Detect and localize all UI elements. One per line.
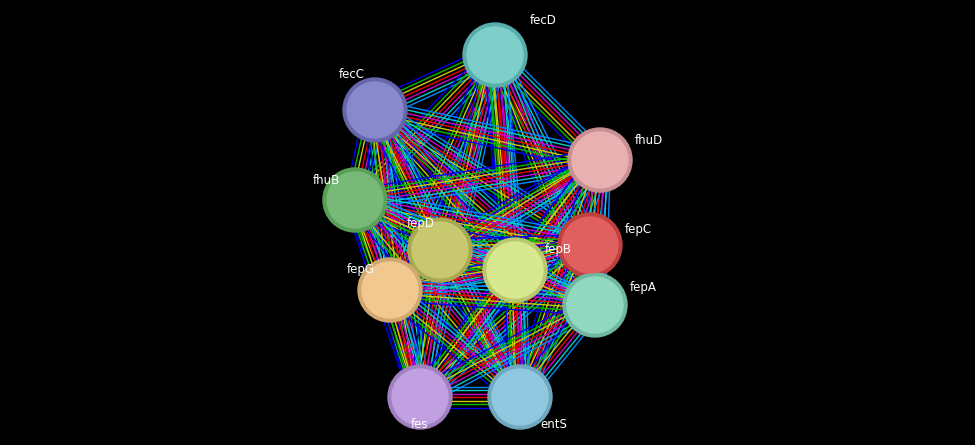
Text: entS: entS xyxy=(540,418,566,432)
Text: fecC: fecC xyxy=(339,69,365,81)
Text: fepA: fepA xyxy=(630,280,657,294)
Circle shape xyxy=(467,27,523,83)
Circle shape xyxy=(358,258,422,322)
Circle shape xyxy=(463,23,527,87)
Circle shape xyxy=(323,168,387,232)
Circle shape xyxy=(567,277,623,333)
Text: fhuD: fhuD xyxy=(635,134,663,146)
Circle shape xyxy=(488,365,552,429)
Text: fes: fes xyxy=(411,418,429,432)
Text: fhuB: fhuB xyxy=(313,174,340,186)
Circle shape xyxy=(327,172,383,228)
Circle shape xyxy=(562,217,618,273)
Circle shape xyxy=(563,273,627,337)
Circle shape xyxy=(392,369,448,425)
Circle shape xyxy=(412,222,468,278)
Circle shape xyxy=(362,262,418,318)
Circle shape xyxy=(568,128,632,192)
Circle shape xyxy=(408,218,472,282)
Circle shape xyxy=(558,213,622,277)
Text: fepG: fepG xyxy=(347,263,375,276)
Circle shape xyxy=(347,82,403,138)
Circle shape xyxy=(483,238,547,302)
Circle shape xyxy=(343,78,407,142)
Text: fepC: fepC xyxy=(625,223,652,236)
Text: fepB: fepB xyxy=(545,243,572,256)
Circle shape xyxy=(487,242,543,298)
Text: fecD: fecD xyxy=(530,13,557,27)
Text: fepD: fepD xyxy=(407,217,435,230)
Circle shape xyxy=(572,132,628,188)
Circle shape xyxy=(388,365,452,429)
Circle shape xyxy=(492,369,548,425)
